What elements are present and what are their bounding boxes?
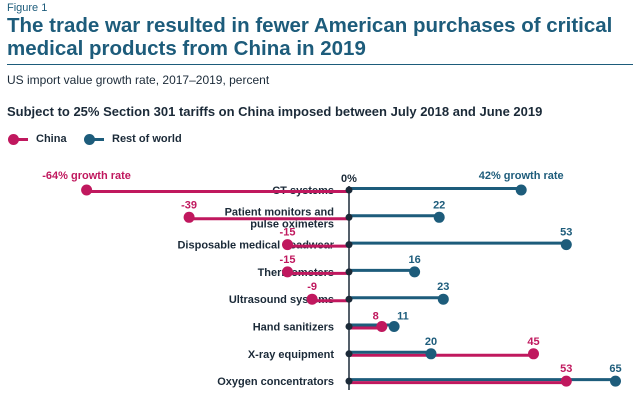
- legend-label-china: China: [36, 133, 67, 145]
- zero-anchor-dot: [345, 295, 353, 303]
- data-point-rest-of-world-x-ray-equipment: [425, 348, 437, 360]
- data-point-china-hand-sanitizers: [376, 321, 388, 332]
- category-label-disposable-medical-headwear: Disposable medical headwear: [177, 240, 334, 252]
- zero-anchor-dot: [345, 268, 353, 276]
- category-label-oxygen-concentrators: Oxygen concentrators: [217, 376, 334, 388]
- data-label-rest-of-world-patient-monitors-and-pulse-oximeters: 22: [433, 199, 445, 211]
- zero-anchor-dot: [345, 377, 353, 385]
- data-point-china-thermometers: [282, 266, 293, 278]
- data-point-china-ct-systems: [81, 184, 93, 196]
- legend-label-rest-of-world: Rest of world: [112, 133, 182, 145]
- zero-axis-label: 0%: [341, 173, 357, 185]
- data-point-rest-of-world-ultrasound-systems: [437, 293, 449, 305]
- data-point-china-disposable-medical-headwear: [282, 239, 293, 251]
- data-point-china-oxygen-concentrators: [560, 375, 572, 387]
- legend-item-china: China: [8, 132, 67, 146]
- title-divider: [7, 64, 633, 65]
- legend-swatch-china: [8, 133, 28, 145]
- legend-swatch-rest-of-world: [84, 133, 104, 145]
- figure-label: Figure 1: [7, 2, 48, 14]
- category-label-line: pulse oximeters: [250, 218, 334, 230]
- data-label-china-hand-sanitizers: 8: [373, 311, 379, 323]
- category-label-hand-sanitizers: Hand sanitizers: [253, 322, 334, 334]
- zero-anchor-dot: [345, 213, 353, 221]
- data-label-rest-of-world-ultrasound-systems: 23: [437, 281, 449, 293]
- data-label-china-ct-systems: -64% growth rate: [42, 170, 131, 182]
- data-point-rest-of-world-ct-systems: [515, 184, 527, 196]
- data-label-china-disposable-medical-headwear: -15: [280, 227, 296, 239]
- zero-anchor-dot: [345, 186, 353, 194]
- data-point-china-x-ray-equipment: [528, 348, 539, 360]
- data-label-rest-of-world-oxygen-concentrators: 65: [609, 363, 621, 375]
- data-point-china-patient-monitors-and-pulse-oximeters: [183, 211, 195, 223]
- data-label-rest-of-world-disposable-medical-headwear: 53: [560, 227, 572, 239]
- data-point-rest-of-world-disposable-medical-headwear: [560, 239, 572, 251]
- chart-subtitle: US import value growth rate, 2017–2019, …: [7, 73, 270, 87]
- category-label-line: X-ray equipment: [248, 349, 335, 361]
- data-label-rest-of-world-ct-systems: 42% growth rate: [479, 170, 564, 182]
- data-point-rest-of-world-hand-sanitizers: [388, 321, 400, 332]
- zero-anchor-dot: [345, 241, 353, 249]
- data-label-rest-of-world-thermometers: 16: [408, 254, 420, 266]
- zero-anchor-dot: [345, 350, 353, 358]
- category-label-line: Disposable medical headwear: [177, 240, 334, 252]
- category-label-line: Patient monitors and: [225, 206, 334, 218]
- category-label-patient-monitors-and-pulse-oximeters: Patient monitors and pulse oximeters: [225, 206, 334, 230]
- data-label-china-patient-monitors-and-pulse-oximeters: -39: [181, 199, 197, 211]
- category-label-line: Hand sanitizers: [253, 322, 334, 334]
- chart-title: The trade war resulted in fewer American…: [7, 14, 613, 60]
- category-label-line: Oxygen concentrators: [217, 376, 334, 388]
- data-label-rest-of-world-x-ray-equipment: 20: [425, 336, 437, 348]
- data-point-rest-of-world-patient-monitors-and-pulse-oximeters: [433, 211, 445, 223]
- data-point-china-ultrasound-systems: [306, 293, 318, 305]
- chart-heading: Subject to 25% Section 301 tariffs on Ch…: [7, 104, 543, 119]
- data-point-rest-of-world-oxygen-concentrators: [610, 375, 621, 387]
- zero-anchor-dot: [345, 323, 353, 330]
- category-label-x-ray-equipment: X-ray equipment: [248, 349, 335, 361]
- legend-item-rest-of-world: Rest of world: [84, 132, 182, 146]
- data-point-rest-of-world-thermometers: [409, 266, 421, 278]
- data-label-china-thermometers: -15: [280, 254, 296, 266]
- data-label-china-ultrasound-systems: -9: [307, 281, 317, 293]
- data-label-china-oxygen-concentrators: 53: [560, 363, 572, 375]
- data-label-rest-of-world-hand-sanitizers: 11: [397, 311, 409, 323]
- data-label-china-x-ray-equipment: 45: [527, 336, 539, 348]
